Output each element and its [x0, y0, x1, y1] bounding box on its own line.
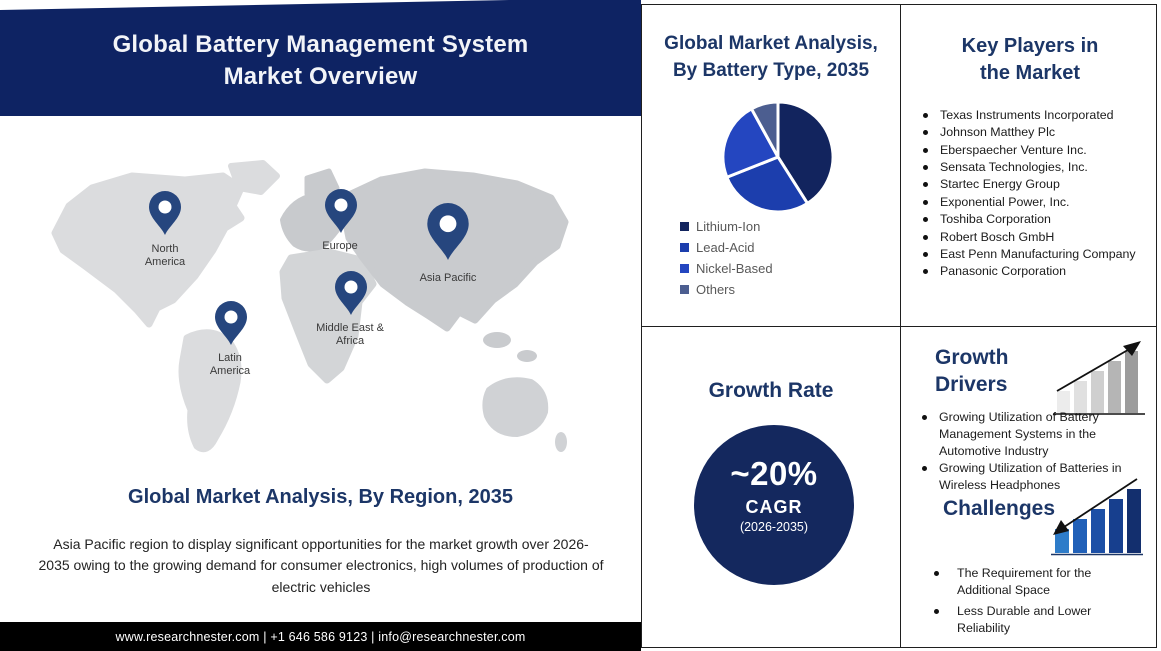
continent-australia: [482, 377, 549, 437]
cagr-value: ~20%: [730, 455, 818, 492]
legend-item: Lithium-Ion: [680, 219, 773, 234]
growth-driver-item: Growing Utilization of Battery Managemen…: [919, 409, 1141, 460]
map-label-middle-east-africa: Middle East & Africa: [316, 322, 384, 347]
drivers-challenges-panel: Growth Drivers Growing Utilization of Ba…: [900, 326, 1157, 648]
map-label-north-america: North America: [144, 243, 186, 268]
legend-swatch: [680, 264, 689, 273]
cagr-period: (2026-2035): [739, 520, 809, 534]
growth-rate-heading: Growth Rate: [708, 379, 834, 402]
pie-legend: Lithium-Ion Lead-Acid Nickel-Based Others: [680, 219, 773, 303]
map-pin-middle-east-africa: [335, 271, 367, 315]
world-map: North America Europe Asia Pacific Middle…: [45, 158, 585, 468]
map-pin-europe: [325, 189, 357, 233]
map-pin-asia-pacific: [427, 203, 469, 260]
legend-swatch: [680, 222, 689, 231]
growth-drivers-list: Growing Utilization of Battery Managemen…: [919, 409, 1141, 495]
growth-driver-item: Growing Utilization of Batteries in Wire…: [919, 460, 1141, 494]
key-player-item: Startec Energy Group: [921, 176, 1143, 193]
map-label-latin-america: Latin America: [209, 352, 251, 377]
key-players-list: Texas Instruments Incorporated Johnson Ma…: [921, 107, 1143, 281]
battery-type-panel: Global Market Analysis, By Battery Type,…: [641, 4, 901, 327]
growth-rate-circle: ~20% CAGR (2026-2035): [694, 425, 854, 585]
challenge-item: The Requirement for the Additional Space: [931, 565, 1131, 600]
key-player-item: Eberspaecher Venture Inc.: [921, 142, 1143, 159]
legend-label: Others: [696, 282, 736, 297]
key-players-heading: Key Players in the Market: [961, 35, 1099, 84]
challenge-item: Less Durable and Lower Reliability: [931, 603, 1131, 638]
title-banner: Global Battery Management System Market …: [0, 0, 641, 116]
growth-rate-panel: Growth Rate ~20% CAGR (2026-2035): [641, 326, 901, 648]
key-player-item: Panasonic Corporation: [921, 263, 1143, 280]
challenges-list: The Requirement for the Additional Space…: [931, 565, 1131, 640]
growth-drivers-heading: Growth Drivers: [935, 346, 1009, 396]
footer-contact-text: www.researchnester.com | +1 646 586 9123…: [115, 629, 526, 644]
legend-item: Lead-Acid: [680, 240, 773, 255]
cagr-label: CAGR: [745, 497, 803, 517]
islands-new-zealand: [555, 432, 567, 452]
legend-swatch: [680, 243, 689, 252]
growth-bar-chart-up-arrow-icon: [1053, 341, 1145, 415]
battery-type-heading: Global Market Analysis, By Battery Type,…: [664, 33, 878, 81]
key-player-item: Sensata Technologies, Inc.: [921, 159, 1143, 176]
key-player-item: East Penn Manufacturing Company: [921, 246, 1143, 263]
world-map-graphic: [51, 160, 569, 453]
legend-swatch: [680, 285, 689, 294]
continent-south-america: [178, 329, 242, 453]
map-pin-latin-america: [215, 301, 247, 345]
legend-item: Others: [680, 282, 773, 297]
key-player-item: Toshiba Corporation: [921, 211, 1143, 228]
continent-north-america: [51, 172, 245, 328]
continent-greenland: [228, 160, 280, 195]
key-player-item: Exponential Power, Inc.: [921, 194, 1143, 211]
challenges-heading: Challenges: [943, 497, 1056, 520]
map-label-europe: Europe: [322, 240, 358, 252]
region-analysis-heading: Global Market Analysis, By Region, 2035: [128, 486, 513, 508]
map-label-asia-pacific: Asia Pacific: [419, 272, 477, 284]
battery-type-pie-chart: [721, 100, 835, 214]
pie-slice-others: [750, 100, 780, 159]
challenges-bar-chart-down-arrow-icon: [1051, 478, 1143, 556]
footer-bar: www.researchnester.com | +1 646 586 9123…: [0, 622, 641, 651]
key-player-item: Johnson Matthey Plc: [921, 124, 1143, 141]
key-player-item: Robert Bosch GmbH: [921, 229, 1143, 246]
continent-asia: [341, 168, 569, 332]
legend-label: Lithium-Ion: [696, 219, 761, 234]
region-analysis-text: Asia Pacific region to display significa…: [38, 536, 604, 595]
key-players-panel: Key Players in the Market Texas Instrume…: [900, 4, 1157, 327]
islands-indonesia: [517, 350, 537, 362]
page-title: Global Battery Management System Market …: [112, 30, 529, 90]
legend-label: Nickel-Based: [696, 261, 773, 276]
map-pin-north-america: [149, 191, 181, 235]
islands-southeast-asia: [483, 332, 511, 348]
legend-item: Nickel-Based: [680, 261, 773, 276]
pie-slice-nickel-based: [721, 107, 780, 179]
key-player-item: Texas Instruments Incorporated: [921, 107, 1143, 124]
legend-label: Lead-Acid: [696, 240, 755, 255]
